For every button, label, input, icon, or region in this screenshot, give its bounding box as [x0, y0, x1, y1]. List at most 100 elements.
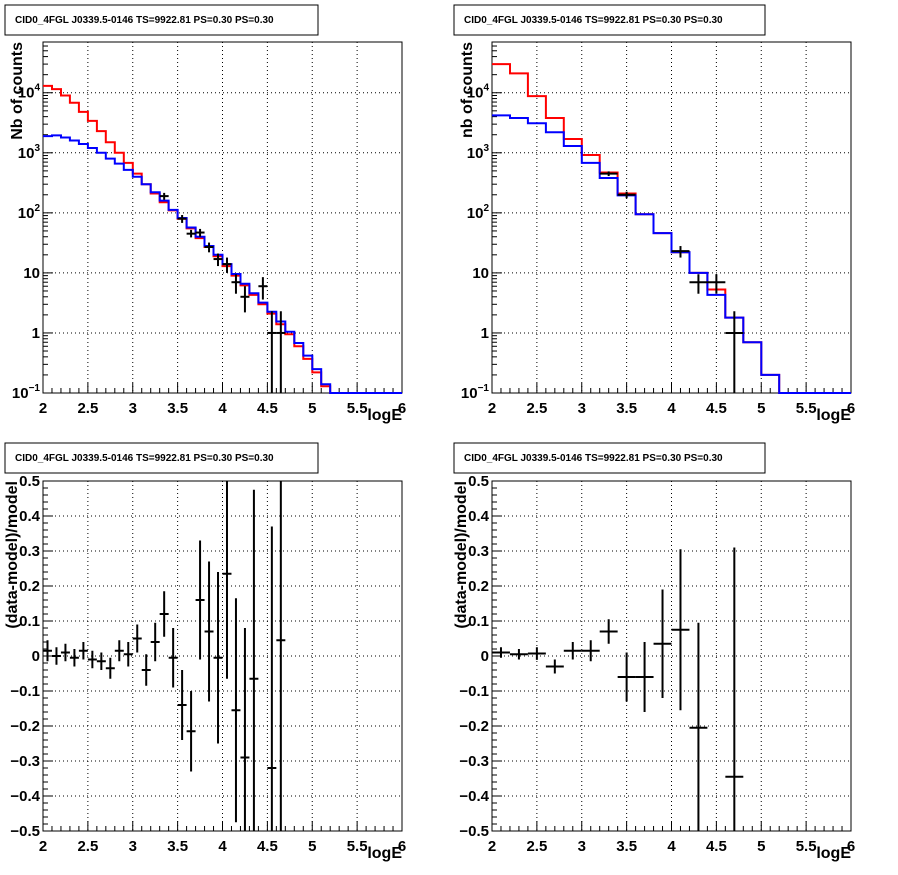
x-tick-label: 4	[667, 400, 676, 417]
chart-title: CID0_4FGL J0339.5-0146 TS=9922.81 PS=0.3…	[15, 453, 274, 464]
data-point	[213, 253, 223, 267]
x-tick-label: 3	[129, 400, 137, 417]
residual-point	[509, 649, 528, 660]
residual-point	[276, 481, 286, 831]
residual-point	[186, 691, 196, 772]
y-tick-label: −0.5	[10, 823, 40, 840]
residual-point	[60, 643, 70, 662]
y-tick-label: 104	[467, 83, 490, 102]
histogram-series-blue	[492, 114, 851, 394]
y-tick-label: 0	[32, 648, 40, 665]
y-tick-label: 0.4	[19, 508, 41, 525]
residual-point	[231, 598, 241, 823]
y-tick-label: 103	[18, 143, 41, 162]
residual-point	[267, 526, 277, 831]
data-point	[671, 246, 690, 258]
x-axis-title: logE	[816, 845, 851, 862]
y-tick-label: −0.2	[459, 718, 489, 735]
residual-point	[168, 628, 178, 688]
residual-point	[653, 589, 672, 698]
chart-panel-br: CID0_4FGL J0339.5-0146 TS=9922.81 PS=0.3…	[453, 442, 855, 862]
y-tick-label: 102	[467, 203, 490, 222]
residual-point	[204, 561, 214, 702]
y-tick-label: 10−1	[461, 383, 490, 402]
y-axis-title: (data-model)/model	[4, 481, 21, 629]
data-point	[689, 274, 708, 294]
data-point	[177, 215, 187, 223]
x-tick-label: 4	[218, 838, 227, 855]
y-tick-label: 0.2	[468, 578, 489, 595]
y-tick-label: 0.5	[19, 473, 40, 490]
residual-point	[617, 652, 636, 702]
y-tick-label: 0.3	[468, 543, 489, 560]
residual-point	[69, 649, 79, 667]
data-point	[240, 286, 250, 313]
y-tick-label: 0.5	[468, 473, 489, 490]
residual-point	[725, 547, 744, 831]
x-tick-label: 4	[667, 838, 676, 855]
data-point	[617, 191, 636, 199]
data-point	[195, 228, 205, 237]
data-point	[159, 192, 169, 200]
x-tick-label: 5.5	[347, 838, 368, 855]
data-point	[276, 311, 286, 393]
y-tick-label: −0.1	[10, 683, 40, 700]
x-tick-label: 3.5	[167, 400, 188, 417]
x-tick-label: 3	[129, 838, 137, 855]
residual-point	[222, 481, 232, 679]
y-axis-title: nb of counts	[459, 42, 476, 138]
x-axis-title: logE	[367, 845, 402, 862]
x-tick-label: 4.5	[257, 838, 278, 855]
axis-ticks: 2 2.5 3 3.5 4 4.5 5 5.5 6 −0.5 −0.4 −0.3 −0.2 −0.1 0 0.…	[10, 473, 406, 855]
residual-point	[141, 654, 151, 686]
x-tick-label: 5.5	[796, 838, 817, 855]
chart-title: CID0_4FGL J0339.5-0146 TS=9922.81 PS=0.3…	[15, 15, 274, 26]
residual-point	[195, 540, 205, 660]
y-tick-label: −0.4	[459, 788, 489, 805]
y-tick-label: 0.1	[468, 613, 489, 630]
x-tick-label: 3	[578, 400, 586, 417]
y-tick-label: 104	[18, 83, 41, 102]
y-axis-title: (data-model)/model	[453, 481, 470, 629]
x-tick-label: 6	[847, 400, 855, 417]
data-point	[599, 171, 618, 177]
residual-point	[123, 642, 133, 667]
residual-point	[581, 640, 600, 662]
data-point	[267, 311, 277, 393]
x-tick-label: 5	[308, 838, 316, 855]
residual-point	[177, 670, 187, 740]
y-tick-label: 0.2	[19, 578, 40, 595]
x-tick-label: 2	[39, 838, 47, 855]
y-tick-label: −0.4	[10, 788, 40, 805]
y-axis-title: Nb of counts	[9, 42, 26, 140]
data-point	[204, 242, 214, 253]
data-point	[258, 277, 268, 300]
y-tick-label: 1	[481, 325, 489, 342]
axis-ticks: 2 2.5 3 3.5 4 4.5 5 5.5 6 10−1 1 10 102 103 104	[461, 41, 855, 417]
residual-point	[527, 647, 546, 660]
x-tick-label: 5.5	[796, 400, 817, 417]
y-tick-label: 102	[18, 203, 41, 222]
x-tick-label: 2	[488, 838, 496, 855]
y-tick-label: 0.4	[468, 508, 490, 525]
residual-point	[249, 489, 259, 831]
grid-lines	[43, 42, 402, 393]
x-axis-title: logE	[367, 407, 402, 424]
residual-point	[213, 572, 223, 744]
x-tick-label: 2	[488, 400, 496, 417]
x-tick-label: 4.5	[257, 400, 278, 417]
y-tick-label: 0.1	[19, 613, 40, 630]
x-tick-label: 5.5	[347, 400, 368, 417]
residual-point	[599, 619, 618, 644]
chart-title: CID0_4FGL J0339.5-0146 TS=9922.81 PS=0.3…	[464, 15, 723, 26]
histogram-series-blue	[43, 134, 402, 394]
residual-point	[114, 640, 124, 662]
residual-point	[132, 624, 142, 653]
chart-title-box	[453, 4, 766, 36]
chart-title-box	[4, 442, 319, 474]
x-tick-label: 4.5	[706, 400, 727, 417]
residual-point	[689, 622, 708, 831]
x-tick-label: 2.5	[526, 400, 547, 417]
data-point	[707, 274, 726, 294]
chart-panel-tl: CID0_4FGL J0339.5-0146 TS=9922.81 PS=0.3…	[4, 4, 406, 424]
